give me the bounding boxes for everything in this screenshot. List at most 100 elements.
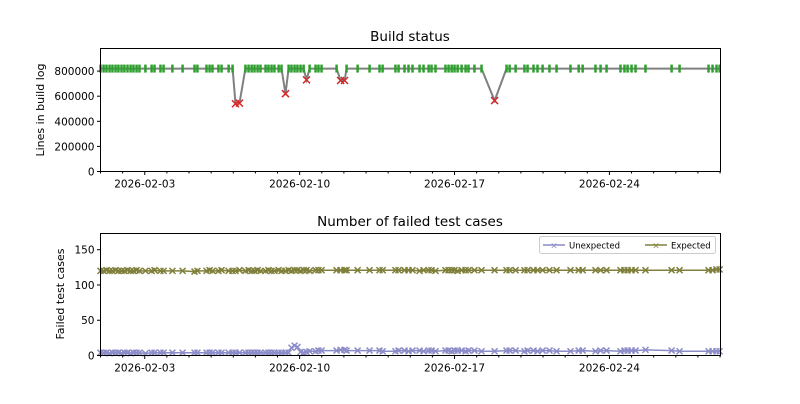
unexpected-point: [218, 349, 226, 357]
expected-point: [291, 266, 299, 274]
svg-text:×: ×: [652, 242, 660, 252]
unexpected-point: [256, 349, 265, 357]
unexpected-point: [248, 349, 256, 357]
expected-point: [141, 267, 149, 275]
expected-point: [597, 266, 605, 274]
y-tick-label: 400000: [54, 116, 94, 128]
unexpected-point: [306, 347, 314, 355]
unexpected-point: [343, 347, 351, 355]
build-status-chart: Build status Lines in build log 0 200000 4…: [34, 29, 721, 191]
unexpected-point: [318, 347, 326, 355]
unexpected-point: [206, 349, 214, 357]
unexpected-point: [632, 347, 640, 355]
unexpected-point: [275, 349, 283, 357]
expected-point: [150, 266, 159, 274]
expected-point: [127, 267, 135, 275]
unexpected-point: [408, 347, 417, 355]
unexpected-point: [160, 349, 168, 357]
expected-point: [579, 266, 587, 274]
expected-point: [366, 266, 374, 274]
expected-point: [318, 266, 326, 274]
x-tick-label: 2026-02-17: [424, 363, 485, 375]
y-tick-label: 200000: [54, 141, 94, 153]
expected-point: [229, 267, 237, 275]
expected-point: [379, 266, 387, 274]
failed-build-point: [302, 75, 311, 84]
expected-point: [408, 266, 417, 274]
expected-point: [539, 266, 547, 274]
plot-frame: [100, 233, 721, 356]
expected-point: [193, 267, 201, 275]
unexpected-point: [148, 349, 156, 357]
failed-build-point: [281, 89, 290, 98]
expected-point: [533, 266, 542, 274]
unexpected-point: [100, 349, 108, 357]
legend-expected-label: Expected: [671, 242, 711, 252]
y-tick-label: 600000: [54, 91, 94, 103]
unexpected-point: [262, 349, 270, 357]
expected-point: [341, 266, 349, 274]
y-tick-label: 0: [88, 167, 95, 179]
expected-point: [676, 266, 684, 274]
expected-point: [603, 266, 611, 274]
unexpected-point: [254, 349, 262, 357]
failed-build-point: [235, 99, 244, 108]
unexpected-point: [470, 347, 478, 355]
unexpected-point: [191, 349, 199, 357]
expected-point: [256, 267, 265, 275]
unexpected-point: [539, 347, 547, 355]
expected-point: [168, 267, 176, 275]
unexpected-point: [133, 349, 141, 357]
y-axis-label: Lines in build log: [34, 64, 47, 157]
legend-unexpected-label: Unexpected: [569, 242, 620, 252]
unexpected-point: [553, 347, 561, 355]
y-tick-label: 0: [88, 351, 95, 363]
expected-point: [354, 266, 362, 274]
expected-point: [425, 266, 433, 274]
expected-point: [160, 267, 168, 275]
unexpected-point: [464, 347, 473, 355]
y-tick-label: 800000: [54, 66, 94, 78]
chart-title: Number of failed test cases: [317, 214, 503, 230]
expected-point: [179, 267, 187, 275]
expected-point: [477, 266, 486, 274]
expected-point: [117, 267, 126, 275]
plot-frame: [100, 48, 721, 172]
expected-point: [462, 266, 470, 274]
expected-point: [668, 266, 676, 274]
unexpected-point: [512, 347, 520, 355]
x-tick-label: 2026-02-03: [114, 363, 175, 375]
unexpected-point: [425, 347, 433, 355]
legend: × Unexpected × Expected: [539, 236, 716, 254]
unexpected-point: [354, 347, 362, 355]
x-tick-label: 2026-02-03: [114, 179, 175, 191]
unexpected-point: [597, 347, 605, 355]
failed-build-point: [490, 96, 499, 105]
expected-point: [218, 266, 226, 274]
expected-point: [343, 266, 351, 274]
expected-point: [553, 266, 561, 274]
unexpected-point: [395, 347, 403, 355]
unexpected-point: [150, 349, 159, 357]
unexpected-point: [603, 347, 611, 355]
chart-title: Build status: [370, 29, 450, 45]
expected-point: [464, 266, 473, 274]
unexpected-point: [566, 347, 575, 355]
expected-point: [300, 266, 308, 274]
y-tick-label: 150: [74, 245, 94, 257]
y-axis-label: Failed test cases: [54, 248, 67, 339]
unexpected-point: [641, 346, 650, 354]
x-tick-label: 2026-02-24: [579, 179, 640, 191]
x-tick-label: 2026-02-17: [424, 179, 485, 191]
unexpected-point: [293, 343, 301, 351]
expected-point: [106, 267, 114, 275]
x-tick-label: 2026-02-10: [269, 363, 330, 375]
unexpected-point: [477, 347, 486, 355]
expected-point: [208, 267, 216, 275]
expected-point: [420, 266, 428, 274]
x-tick-label: 2026-02-24: [579, 363, 640, 375]
expected-point: [268, 267, 276, 275]
expected-point: [395, 266, 403, 274]
expected-point: [591, 266, 600, 274]
failed-build-point: [340, 76, 349, 85]
